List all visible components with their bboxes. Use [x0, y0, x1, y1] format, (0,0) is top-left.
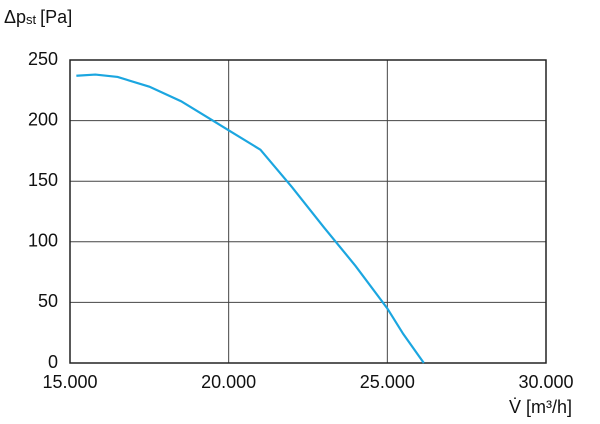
- curve: [76, 73, 425, 364]
- x-tick-label: 30.000: [518, 372, 573, 392]
- x-tick-label: 15.000: [42, 372, 97, 392]
- y-tick-label: 0: [48, 352, 58, 372]
- y-tick-label: 200: [28, 109, 58, 129]
- y-tick-label: 50: [38, 291, 58, 311]
- y-tick-label: 100: [28, 231, 58, 251]
- x-tick-label: 20.000: [201, 372, 256, 392]
- x-axis-label: V̇ [m³/h]: [509, 397, 572, 417]
- y-tick-label: 150: [28, 170, 58, 190]
- y-tick-label: 250: [28, 49, 58, 69]
- y-label-unit: [Pa]: [40, 7, 72, 27]
- x-tick-label: 25.000: [360, 372, 415, 392]
- y-label-sub: st: [26, 12, 37, 27]
- y-axis-label: Δpst [Pa]: [4, 7, 72, 28]
- plot-frame: [69, 59, 547, 364]
- y-label-main: Δp: [4, 7, 26, 27]
